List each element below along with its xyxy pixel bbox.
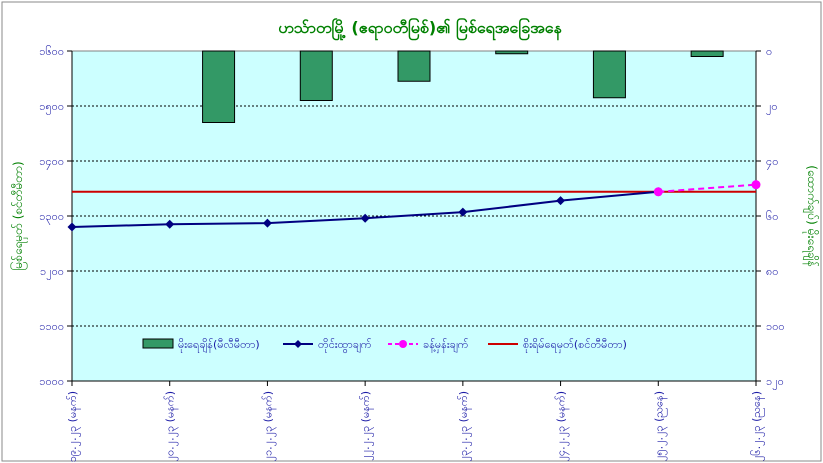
measured-point <box>262 218 272 228</box>
legend-entry-label: ခန့်မှန်းချက် <box>423 338 469 353</box>
legend: မိုးရေချိန်(မီလီမီတာ) တိုင်းထွာချက် ခန့်မှ… <box>142 338 627 353</box>
x-axis: ၁၉.၂.၂၃ (မနက်) ၂၀.၂.၂၃ (မနက်) ၂၁.၂.၂၃ (မနက… <box>66 380 765 462</box>
rainfall-bar <box>495 50 529 55</box>
rainfall-bar <box>299 50 333 101</box>
x-tick-label: ၂၁.၂.၂၃ (မနက်) <box>261 391 276 461</box>
x-tick-label: ၁၉.၂.၂၃ (မနက်) <box>66 391 81 462</box>
legend-swatch-bar <box>142 338 174 349</box>
left-tick-label: ၁၂၀၀ <box>40 265 64 280</box>
left-axis-label: မြစ်ရေမှတ် (စင်တီမီတာ) <box>9 161 28 270</box>
measured-point <box>67 222 77 232</box>
left-tick-label: ၁၁၀၀ <box>39 320 64 333</box>
measured-point <box>360 213 370 223</box>
x-tick-label: ၂၄.၂.၂၃ (မနက်) <box>555 391 570 461</box>
right-axis-label: (ထောက်ချပ်) မိုးရေချိန် <box>802 165 820 267</box>
rainfall-bars <box>202 50 724 123</box>
x-tick-label: ၂၂.၂.၂၃ (မနက်) <box>359 391 374 461</box>
left-tick-label: ၁၃၀၀ <box>39 210 64 225</box>
x-tick-label: ၂၅.၂.၂၃ (ညနေ) <box>652 391 667 461</box>
left-tick-label: ၁၄၀၀ <box>39 155 64 170</box>
x-tick-label: ၂၆.၂.၂၃ (ညနေ) <box>750 391 765 461</box>
left-tick-label: ၁၀၀၀ <box>39 375 64 388</box>
chart-title: ဟသ်ာတမြို့ (ဧရာဝတီမြစ်)၏ မြစ်ရေအခြေအနေ <box>278 17 562 41</box>
right-tick-label: ၁၂၀ <box>766 375 784 390</box>
right-tick-label: ၆၀ <box>766 210 778 223</box>
forecast-point <box>653 187 663 197</box>
legend-entry-label: မိုးရေချိန်(မီလီမီတာ) <box>178 338 260 353</box>
rainfall-bar <box>592 50 626 99</box>
water-level-lines <box>67 180 761 232</box>
rainfall-bar <box>202 50 236 123</box>
legend-swatch-marker <box>399 340 407 348</box>
measured-point <box>165 219 175 229</box>
legend-entry-label: စိုးရိမ်ရေမှတ်(စင်တီမီတာ) <box>523 338 627 353</box>
forecast-line <box>658 183 757 193</box>
legend-swatch-marker <box>294 340 302 348</box>
right-tick-label: ၀ <box>766 45 772 58</box>
x-tick-label: ၂၃.၂.၂၃ (မနက်) <box>457 391 472 461</box>
legend-entry-label: တိုင်းထွာချက် <box>318 338 372 353</box>
left-tick-label: ၁၆၀၀ <box>39 45 64 58</box>
measured-point <box>556 196 566 206</box>
right-tick-label: ၁၀၀ <box>766 320 785 333</box>
rainfall-bar <box>690 50 724 57</box>
grid <box>72 105 756 327</box>
forecast-point <box>751 180 761 190</box>
measured-point <box>458 207 468 217</box>
x-tick-label: ၂၀.၂.၂၃ (မနက်) <box>164 391 179 461</box>
right-tick-label: ၄၀ <box>766 155 778 170</box>
left-tick-label: ၁၅၀၀ <box>39 100 64 115</box>
rainfall-bar <box>397 50 431 82</box>
left-axis: ၁၀၀၀ ၁၁၀၀ ၁၂၀၀ ၁၃၀၀ ၁၄၀၀ ၁၅၀၀ ၁၆၀၀ <box>39 45 73 388</box>
right-tick-label: ၂၀ <box>766 100 778 115</box>
right-tick-label: ၈၀ <box>766 265 778 278</box>
